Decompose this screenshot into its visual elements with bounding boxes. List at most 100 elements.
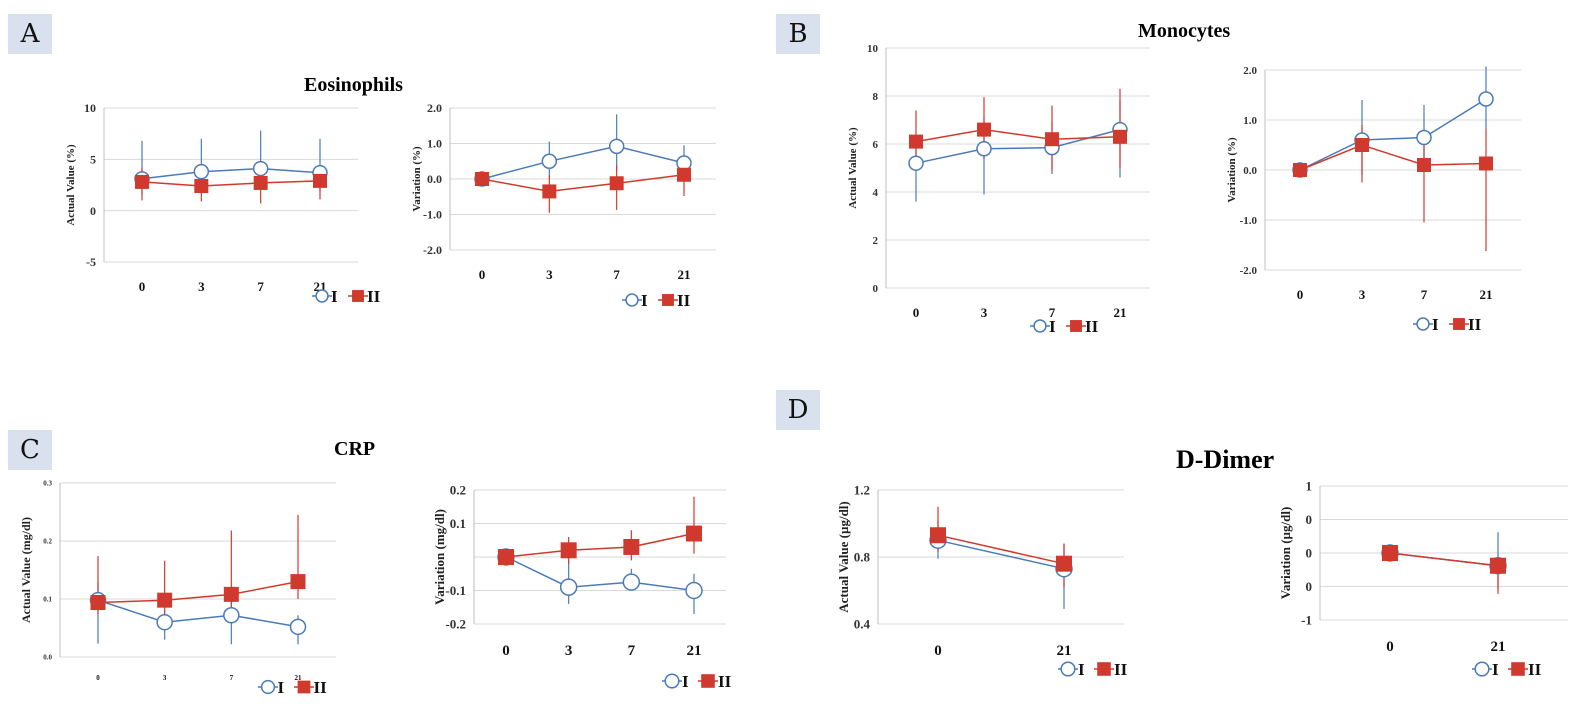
y-tick-label: 10 [867,43,879,55]
y-axis-label: Variation (mg/dl) [432,509,447,605]
y-tick-label: 0 [1306,512,1313,527]
y-tick-label: 0.8 [854,550,871,565]
legend-label-ii: II [314,678,328,697]
legend-label-ii: II [367,287,381,306]
x-tick-label: 21 [1491,639,1506,655]
series-line-i [937,539,1065,570]
y-tick-label: 0 [1306,579,1313,594]
data-point-ii [253,175,268,190]
x-tick-label: 21 [687,643,702,659]
data-point-i [608,138,625,155]
data-point-ii [977,122,991,137]
series-line-i [1299,98,1487,171]
data-point-ii [1490,557,1506,574]
x-tick-label: 3 [981,305,988,320]
legend-marker-ii [1070,320,1082,332]
legend-marker-ii [701,674,715,688]
data-point-i [622,573,641,591]
x-tick-label: 21 [295,674,303,682]
data-point-i [193,163,210,180]
legend-label-i: I [682,672,689,691]
series-line-ii [1299,144,1487,171]
legend-label-ii: II [718,672,732,691]
y-tick-label: 1.0 [427,137,442,151]
legend-label-i: I [1432,315,1439,334]
x-tick-label: 7 [613,267,620,282]
y-tick-label: 0.2 [450,483,466,498]
y-tick-label: 0 [90,204,96,218]
y-tick-label: 2 [873,235,879,247]
y-tick-label: -0.1 [445,583,466,598]
data-point-ii [1417,158,1431,172]
data-point-ii [609,176,624,191]
x-tick-label: 0 [502,643,510,659]
y-tick-label: 6 [873,139,879,151]
y-tick-label: 1 [1306,479,1313,494]
panel-label-c: C [8,430,52,470]
data-point-ii [560,542,577,559]
y-tick-label: 5 [90,153,96,167]
legend-label-i: I [1049,317,1056,336]
x-tick-label: 0 [1386,639,1394,655]
y-tick-label: 0.0 [427,172,442,186]
legend-marker-ii [1097,662,1111,676]
y-tick-label: 0.0 [43,653,52,661]
panel-title-b: Monocytes [1138,20,1231,42]
data-point-ii [223,586,239,602]
data-point-ii [290,574,306,590]
data-point-ii [1382,545,1398,561]
x-tick-label: 3 [163,674,167,682]
y-tick-label: 2.0 [427,101,442,115]
x-tick-label: 21 [1057,643,1072,659]
data-point-ii [194,179,209,194]
x-tick-label: 3 [1359,287,1366,302]
series-line-ii [915,128,1121,143]
x-tick-label: 7 [628,643,636,659]
y-axis-label: Variation (%) [1226,137,1238,203]
y-tick-label: -5 [86,255,96,269]
data-point-i [289,618,307,636]
legend-label-i: I [641,291,648,310]
data-point-ii [1045,132,1059,147]
y-axis-label: Actual Value (mg/dl) [19,517,33,623]
data-point-i [685,581,703,600]
data-point-ii [909,134,923,149]
legend-marker-i [664,673,680,689]
legend-marker-i [1474,661,1490,677]
legend-marker-ii [1453,318,1465,330]
legend-label-ii: II [1085,317,1099,336]
y-tick-label: 1.2 [854,483,870,498]
x-tick-label: 0 [1297,287,1304,302]
series-line-i [481,145,685,180]
y-tick-label: -1 [1301,613,1312,628]
x-tick-label: 7 [1049,305,1056,320]
y-tick-label: 0.3 [43,479,52,487]
legend-label-ii: II [1114,660,1128,679]
series-line-ii [1389,552,1499,567]
panel-title-c: CRP [334,438,376,460]
legend-marker-i [625,293,639,307]
x-tick-label: 21 [678,267,691,282]
y-tick-label: -0.2 [445,617,466,632]
legend-label-i: I [1492,660,1499,679]
data-point-i [1478,91,1494,107]
data-point-i [559,578,578,596]
x-tick-label: 0 [913,305,920,320]
data-point-i [541,153,558,169]
legend-marker-i [315,289,329,303]
data-point-ii [313,173,327,188]
series-line-i [505,556,695,592]
legend-label-ii: II [677,291,691,310]
legend-marker-ii [297,680,311,694]
data-point-i [976,141,992,157]
series-line-ii [505,532,695,558]
x-tick-label: 3 [546,267,553,282]
data-point-ii [623,538,640,555]
panel-label-b: B [776,14,820,54]
